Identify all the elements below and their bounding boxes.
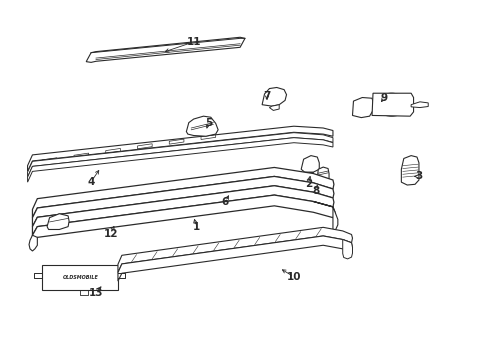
Text: 1: 1: [193, 222, 200, 231]
Text: 5: 5: [205, 118, 212, 128]
Polygon shape: [206, 176, 259, 197]
Text: 13: 13: [89, 288, 103, 298]
Polygon shape: [27, 126, 333, 171]
Polygon shape: [27, 138, 333, 182]
Polygon shape: [118, 227, 352, 273]
Text: 9: 9: [381, 93, 388, 103]
Polygon shape: [305, 172, 314, 176]
Polygon shape: [186, 116, 218, 136]
Text: OLDSMOBILE: OLDSMOBILE: [62, 275, 98, 280]
Polygon shape: [32, 195, 335, 245]
Text: 10: 10: [287, 272, 301, 282]
Text: 4: 4: [87, 177, 95, 187]
Polygon shape: [47, 214, 69, 229]
Polygon shape: [27, 133, 333, 177]
Polygon shape: [314, 202, 338, 230]
Text: 12: 12: [103, 229, 118, 239]
Polygon shape: [411, 102, 428, 108]
Polygon shape: [32, 167, 334, 218]
Polygon shape: [118, 236, 352, 281]
Text: 11: 11: [187, 37, 201, 47]
Polygon shape: [262, 87, 287, 106]
Polygon shape: [86, 37, 245, 62]
Polygon shape: [372, 93, 414, 116]
Text: 8: 8: [312, 186, 319, 196]
Polygon shape: [343, 239, 352, 259]
Polygon shape: [270, 105, 279, 111]
Polygon shape: [401, 156, 419, 185]
Polygon shape: [301, 156, 319, 172]
Polygon shape: [32, 176, 334, 226]
Polygon shape: [352, 98, 373, 118]
Text: 7: 7: [263, 91, 270, 101]
Polygon shape: [32, 186, 334, 235]
Text: 2: 2: [305, 179, 312, 189]
Text: 6: 6: [222, 197, 229, 207]
Polygon shape: [318, 167, 329, 181]
Text: 3: 3: [415, 171, 422, 181]
Polygon shape: [29, 235, 37, 251]
